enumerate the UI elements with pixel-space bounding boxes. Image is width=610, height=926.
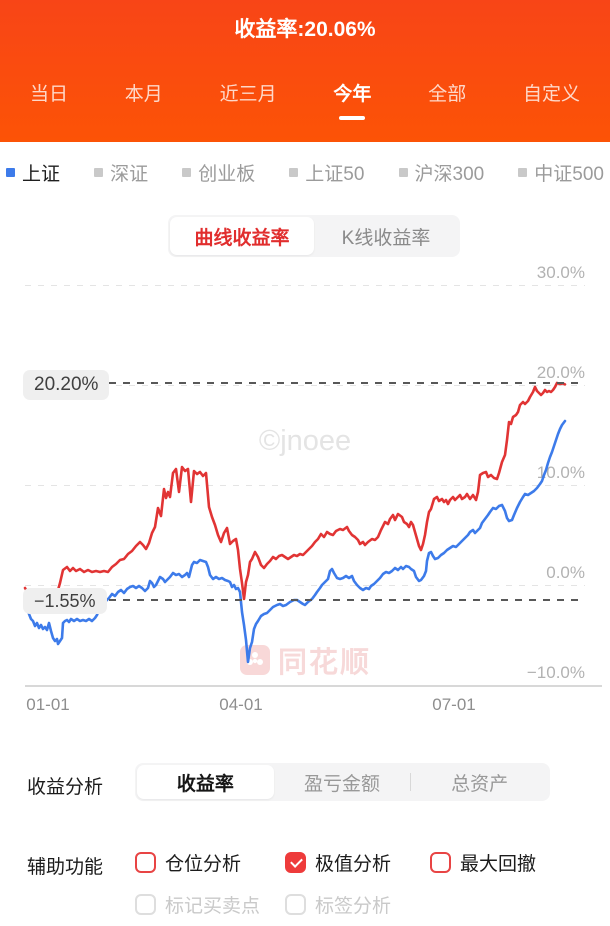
tab-active-underline <box>339 116 366 120</box>
legend-item-csi500[interactable]: 中证500 <box>518 159 604 186</box>
sse50-marker-swatch <box>289 167 299 177</box>
x-tick-jan: 01-01 <box>26 695 70 714</box>
checkbox-checked-icon <box>285 852 306 873</box>
aux-section-label: 辅助功能 <box>27 857 104 878</box>
csi500-marker-swatch <box>518 167 528 177</box>
mode-kline-return[interactable]: K线收益率 <box>341 227 431 249</box>
x-axis-line <box>25 685 602 687</box>
date-range-tabs: 当日 本月 近三月 今年 全部 自定义 <box>0 82 610 120</box>
tab-last-3-months[interactable]: 近三月 <box>219 84 277 105</box>
min-return-dashed-line <box>25 599 583 601</box>
hs300-marker-swatch <box>398 167 408 177</box>
ths-logo-icon <box>240 645 270 675</box>
watermark-jnoee: ©jnoee <box>258 425 352 457</box>
segment-divider <box>410 773 412 791</box>
y-tick-0: 0.0% <box>546 563 585 582</box>
gridline-10 <box>25 485 585 486</box>
checkbox-position-analysis[interactable]: 仓位分析 <box>135 849 241 876</box>
checkbox-max-drawdown[interactable]: 最大回撤 <box>430 849 536 876</box>
x-tick-apr: 04-01 <box>219 695 263 714</box>
y-tick-20: 20.0% <box>536 363 585 382</box>
analysis-section-label: 收益分析 <box>27 777 104 798</box>
y-tick-neg10: −10.0% <box>526 663 585 682</box>
chart-mode-toggle: 曲线收益率 K线收益率 <box>168 215 460 257</box>
legend-item-chinext[interactable]: 创业板 <box>182 159 255 186</box>
y-tick-30: 30.0% <box>536 263 585 282</box>
header: 收益率:20.06% 当日 本月 近三月 今年 全部 自定义 <box>0 0 610 142</box>
tab-all[interactable]: 全部 <box>428 84 467 105</box>
sse-index-line <box>23 419 567 664</box>
index-legend: 上证 深证 创业板 上证50 沪深300 中证500 <box>0 158 610 186</box>
tab-return-rate[interactable]: 收益率 <box>137 765 274 799</box>
checkbox-unchecked-icon <box>135 852 156 873</box>
watermark-ths: 同花顺 <box>240 639 371 681</box>
tab-this-year[interactable]: 今年 <box>333 82 371 120</box>
max-return-dashed-line <box>25 382 583 384</box>
legend-item-hs300[interactable]: 沪深300 <box>398 159 484 186</box>
x-tick-jul: 07-01 <box>432 695 476 714</box>
legend-item-szse[interactable]: 深证 <box>94 159 148 186</box>
min-return-badge: −1.55% <box>23 588 107 614</box>
tab-this-month[interactable]: 本月 <box>124 84 163 105</box>
checkbox-mark-trades[interactable]: 标记买卖点 <box>135 891 260 918</box>
checkbox-tag-analysis[interactable]: 标签分析 <box>285 891 391 918</box>
mode-curve-return[interactable]: 曲线收益率 <box>170 217 314 255</box>
max-return-badge: 20.20% <box>23 370 110 400</box>
tab-pnl-amount[interactable]: 盈亏金额 <box>304 773 381 795</box>
sse-marker-swatch <box>6 167 15 177</box>
checkbox-extreme-analysis[interactable]: 极值分析 <box>285 849 391 876</box>
checkbox-disabled-icon <box>135 894 156 915</box>
checkbox-unchecked-icon <box>430 852 451 873</box>
gridline-30 <box>25 285 585 286</box>
page-title: 收益率:20.06% <box>234 18 376 41</box>
tab-today[interactable]: 当日 <box>30 84 69 105</box>
tab-total-assets[interactable]: 总资产 <box>451 773 509 795</box>
analysis-metric-tabs: 收益率 盈亏金额 总资产 <box>135 763 550 801</box>
chinext-marker-swatch <box>182 167 192 177</box>
return-rate-line <box>23 381 567 602</box>
legend-item-sse50[interactable]: 上证50 <box>289 159 364 186</box>
szse-marker-swatch <box>94 167 104 177</box>
legend-item-sse[interactable]: 上证 <box>6 159 60 186</box>
gridline-20 <box>25 385 585 386</box>
y-tick-10: 10.0% <box>536 463 585 482</box>
tab-custom[interactable]: 自定义 <box>522 84 580 105</box>
gridline-0 <box>25 585 585 586</box>
checkbox-disabled-icon <box>285 894 306 915</box>
